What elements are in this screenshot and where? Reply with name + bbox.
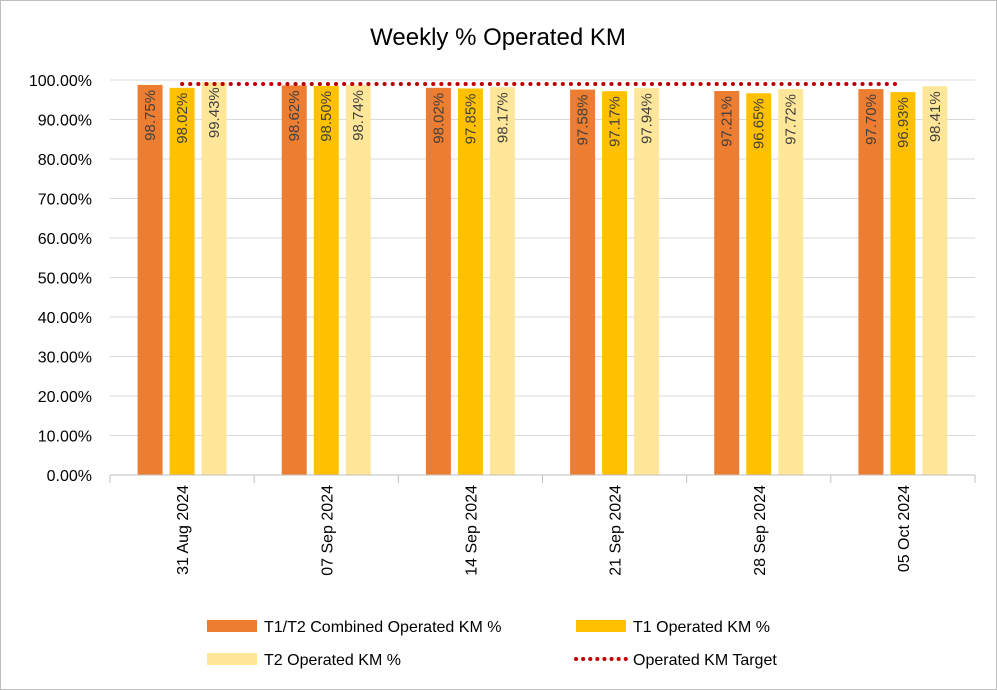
legend-swatch-combined <box>207 620 257 632</box>
bar-t2 <box>634 88 660 476</box>
data-label: 97.94% <box>639 93 656 144</box>
x-tick-label: 28 Sep 2024 <box>752 485 769 576</box>
bar-t2 <box>201 82 227 476</box>
y-tick-label: 50.00% <box>38 271 92 288</box>
x-tick-label: 07 Sep 2024 <box>319 485 336 576</box>
bar-t2 <box>922 86 948 475</box>
legend-swatch-t1 <box>576 620 626 632</box>
bar-combined <box>281 85 307 476</box>
bar-t1 <box>313 85 339 476</box>
data-label: 98.75% <box>142 90 159 141</box>
bar-combined <box>570 89 596 476</box>
bar-t1 <box>457 88 483 476</box>
legend-label-target: Operated KM Target <box>633 652 777 669</box>
y-tick-label: 60.00% <box>38 231 92 248</box>
legend-label-t1: T1 Operated KM % <box>633 619 770 636</box>
legend-label-combined: T1/T2 Combined Operated KM % <box>264 619 501 636</box>
bars: 98.75% 98.02% 99.43% 98.62% 98.50% 98.74% 98.0… <box>137 82 948 476</box>
x-axis: 31 Aug 2024 07 Sep 2024 14 Sep 2024 21 Sep … <box>109 474 976 576</box>
bar-combined <box>858 89 884 476</box>
y-tick-label: 70.00% <box>38 192 92 209</box>
bar-combined <box>425 87 451 476</box>
bar-combined <box>137 84 163 475</box>
x-tick-label: 21 Sep 2024 <box>608 485 625 576</box>
legend: T1/T2 Combined Operated KM % T1 Operated… <box>207 619 777 669</box>
gridlines <box>110 79 975 476</box>
data-label: 98.41% <box>927 91 944 142</box>
data-label: 97.58% <box>575 95 592 146</box>
chart-title: Weekly % Operated KM <box>370 24 626 51</box>
data-label: 97.72% <box>783 94 800 145</box>
bar-t1 <box>746 93 772 476</box>
x-tick-label: 14 Sep 2024 <box>463 485 480 576</box>
x-tick-label: 31 Aug 2024 <box>175 485 192 575</box>
bar-t2 <box>345 84 371 476</box>
data-label: 99.43% <box>206 87 223 138</box>
data-label: 98.02% <box>174 93 191 144</box>
data-label: 97.85% <box>462 93 479 144</box>
data-label: 97.21% <box>719 96 736 147</box>
y-tick-label: 0.00% <box>47 468 92 485</box>
y-tick-label: 20.00% <box>38 389 92 406</box>
y-axis-ticks: 0.00% 10.00% 20.00% 30.00% 40.00% 50.00% 60.00… <box>29 73 92 485</box>
data-label: 98.62% <box>286 90 303 141</box>
data-label: 98.74% <box>350 90 367 141</box>
y-tick-label: 90.00% <box>38 113 92 130</box>
bar-t2 <box>489 87 515 475</box>
data-label: 98.17% <box>494 92 511 143</box>
bar-t1 <box>169 87 195 476</box>
x-tick-label: 05 Oct 2024 <box>896 485 913 572</box>
data-label: 98.02% <box>430 93 447 144</box>
y-tick-label: 10.00% <box>38 429 92 446</box>
data-label: 96.93% <box>895 97 912 148</box>
bar-t1 <box>602 91 628 475</box>
legend-swatch-t2 <box>207 653 257 665</box>
y-tick-label: 80.00% <box>38 152 92 169</box>
bar-t2 <box>778 89 804 476</box>
y-tick-label: 30.00% <box>38 350 92 367</box>
legend-label-t2: T2 Operated KM % <box>264 652 401 669</box>
data-label: 98.50% <box>318 91 335 142</box>
data-label: 96.65% <box>751 98 768 149</box>
y-tick-label: 100.00% <box>29 73 92 90</box>
bar-t1 <box>890 92 916 476</box>
bar-combined <box>714 91 740 475</box>
y-tick-label: 40.00% <box>38 310 92 327</box>
data-label: 97.17% <box>607 96 624 147</box>
data-label: 97.70% <box>863 94 880 145</box>
